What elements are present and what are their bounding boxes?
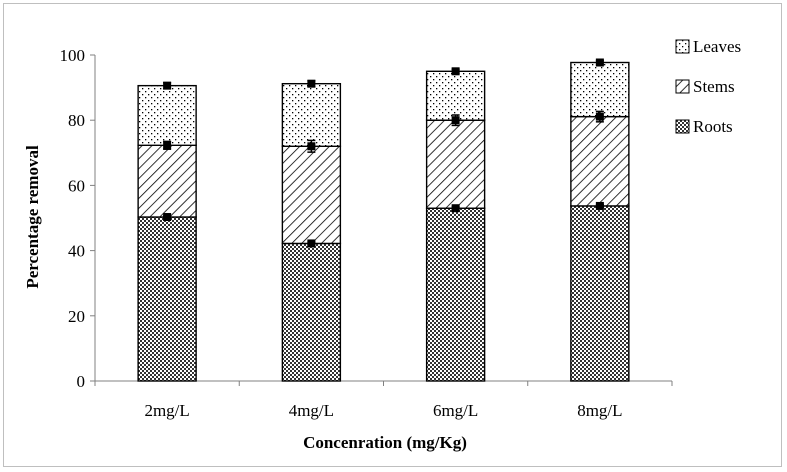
legend: Leaves Stems Roots [675,37,741,136]
bar-segment-roots [425,207,486,382]
mean-marker [451,204,460,213]
bar-segment-stems [570,115,630,207]
chart-frame [3,3,782,467]
legend-swatch-roots [675,119,690,134]
x-tick-label: 4mg/L [289,401,334,420]
bar-segment-leaves [137,84,197,147]
bar-segment-roots [137,216,197,382]
bars-group [137,61,630,382]
y-tick-label: 20 [68,307,85,326]
mean-marker [451,116,460,125]
mean-marker [163,141,172,150]
mean-marker [163,213,172,222]
mean-marker [451,67,460,76]
mean-marker [595,112,604,121]
bar-segment-stems [137,144,197,218]
x-tick-label: 8mg/L [577,401,622,420]
x-tick-label: 6mg/L [433,401,478,420]
legend-swatch-leaves [675,39,690,54]
bar-segment-stems [425,119,486,209]
mean-marker [307,142,316,151]
bar-segment-stems [281,145,342,245]
y-tick-label: 60 [68,176,85,195]
legend-swatch-stems [675,79,690,94]
legend-label-roots: Roots [693,117,733,136]
mean-marker [307,239,316,248]
mean-marker [595,58,604,67]
x-tick-label: 2mg/L [144,401,189,420]
error-bars-group [163,58,604,248]
legend-label-stems: Stems [693,77,735,96]
mean-marker [595,201,604,210]
mean-marker [307,79,316,88]
mean-marker [163,81,172,90]
bar-segment-roots [570,205,630,382]
y-tick-label: 80 [68,111,85,130]
legend-label-leaves: Leaves [693,37,741,56]
bar-segment-roots [281,242,342,382]
bar-segment-leaves [425,70,486,121]
bar-segment-leaves [570,61,630,118]
y-tick-label: 0 [77,372,86,391]
y-tick-label: 100 [60,46,86,65]
x-axis-title: Concenration (mg/Kg) [303,433,467,452]
x-axis: 2mg/L 4mg/L 6mg/L 8mg/L [94,380,673,420]
y-tick-label: 40 [68,242,85,261]
y-axis: 0 20 40 60 80 100 [60,46,96,391]
y-axis-title: Percentage removal [23,145,42,289]
bar-segment-leaves [281,82,342,147]
